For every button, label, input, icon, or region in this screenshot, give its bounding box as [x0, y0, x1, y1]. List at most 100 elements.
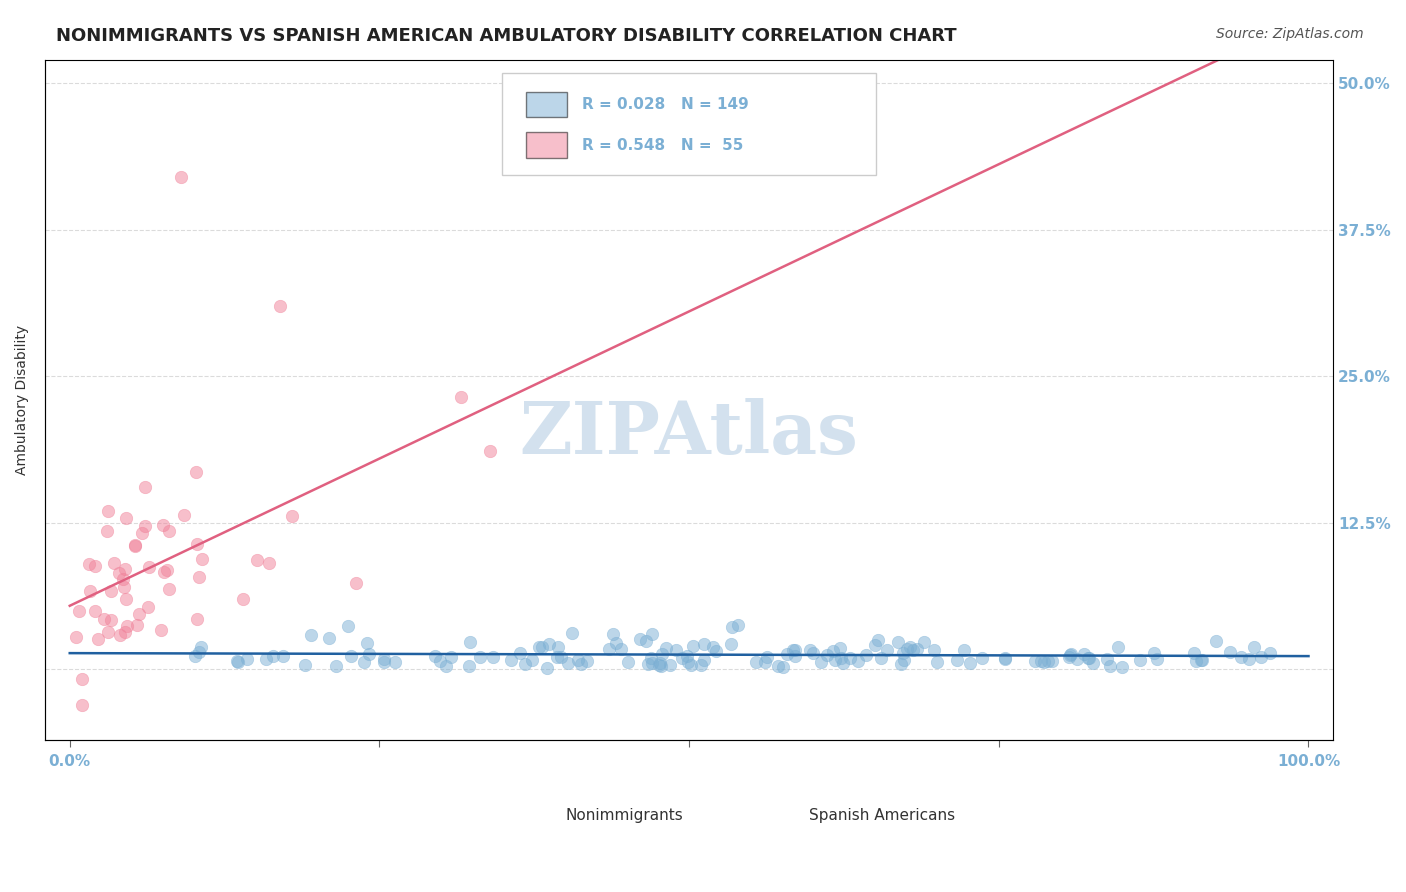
Point: [637, 657, 659, 671]
Point: [384, 655, 406, 669]
Point: [772, 660, 794, 674]
Y-axis label: Ambulatory Disability: Ambulatory Disability: [15, 325, 30, 475]
Point: [855, 648, 877, 663]
Point: [134, 480, 156, 494]
Point: [1237, 652, 1260, 666]
Point: [131, 526, 153, 541]
Point: [468, 650, 491, 665]
Point: [1036, 654, 1059, 668]
Point: [766, 659, 789, 673]
Point: [754, 655, 776, 669]
Point: [775, 647, 797, 661]
Point: [318, 631, 340, 645]
Point: [682, 639, 704, 653]
Point: [111, 572, 134, 586]
Point: [901, 643, 924, 657]
Point: [97, 504, 120, 518]
Point: [280, 508, 302, 523]
Point: [232, 592, 254, 607]
Point: [184, 465, 207, 479]
Point: [690, 657, 713, 672]
Point: [157, 524, 180, 538]
Point: [1031, 654, 1053, 668]
Point: [1189, 653, 1212, 667]
Point: [609, 641, 631, 656]
Point: [134, 519, 156, 533]
Point: [530, 640, 553, 654]
Point: [824, 653, 846, 667]
Point: [1182, 647, 1205, 661]
Point: [96, 524, 118, 538]
Point: [1077, 651, 1099, 665]
Point: [72, 673, 94, 687]
Point: [893, 653, 915, 667]
Point: [1191, 653, 1213, 667]
Point: [156, 563, 179, 577]
Point: [87, 632, 110, 646]
Point: [567, 653, 589, 667]
Point: [226, 654, 249, 668]
Point: [727, 617, 749, 632]
Text: Nonimmigrants: Nonimmigrants: [565, 808, 683, 822]
Point: [425, 648, 447, 663]
Point: [863, 638, 886, 652]
Point: [100, 613, 122, 627]
Point: [170, 169, 193, 184]
FancyBboxPatch shape: [526, 92, 567, 118]
Point: [515, 657, 537, 672]
Point: [152, 518, 174, 533]
Point: [536, 661, 558, 675]
Point: [1185, 655, 1208, 669]
Point: [1142, 646, 1164, 660]
Point: [357, 647, 380, 661]
Point: [650, 659, 672, 673]
Point: [896, 642, 918, 657]
Point: [831, 657, 853, 671]
Point: [440, 650, 463, 665]
Point: [84, 559, 107, 574]
Point: [720, 620, 742, 634]
Point: [1219, 645, 1241, 659]
Point: [1066, 652, 1088, 666]
Point: [226, 655, 249, 669]
Point: [1024, 654, 1046, 668]
Point: [127, 618, 149, 632]
Point: [114, 511, 136, 525]
Point: [236, 652, 259, 666]
Point: [1230, 649, 1253, 664]
FancyBboxPatch shape: [522, 799, 554, 811]
Point: [187, 644, 209, 658]
Point: [501, 653, 523, 667]
Point: [150, 623, 173, 637]
FancyBboxPatch shape: [773, 799, 806, 811]
Point: [641, 626, 664, 640]
Point: [755, 649, 778, 664]
Point: [93, 612, 115, 626]
Point: [103, 557, 125, 571]
Point: [186, 537, 208, 551]
Point: [839, 651, 862, 665]
Point: [650, 656, 672, 670]
Text: Spanish Americans: Spanish Americans: [810, 808, 956, 822]
Point: [636, 633, 658, 648]
Point: [575, 654, 598, 668]
Point: [953, 643, 976, 657]
Point: [344, 576, 367, 591]
Point: [887, 634, 910, 648]
Point: [561, 625, 583, 640]
Point: [598, 641, 620, 656]
Point: [70, 698, 93, 712]
Text: 0.0%: 0.0%: [49, 754, 91, 769]
Point: [65, 631, 87, 645]
Point: [1059, 648, 1081, 662]
Point: [658, 657, 681, 672]
Point: [617, 655, 640, 669]
Point: [546, 649, 568, 664]
Point: [970, 651, 993, 665]
Point: [676, 655, 699, 669]
Point: [325, 659, 347, 673]
Point: [246, 552, 269, 566]
Point: [912, 635, 935, 649]
Point: [890, 657, 912, 671]
Point: [704, 643, 727, 657]
